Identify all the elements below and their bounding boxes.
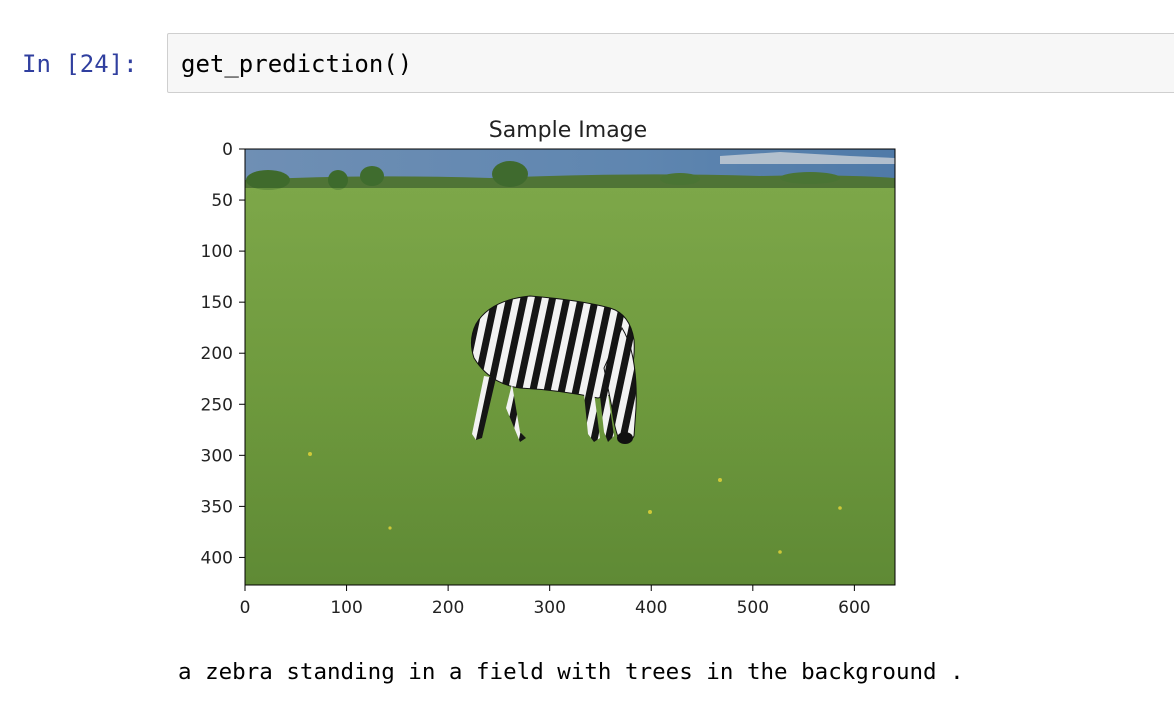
y-axis: 0 50 100 150 200 250 300 350 400 (201, 140, 245, 568)
x-tick-label: 100 (330, 598, 362, 618)
sample-image (245, 149, 895, 585)
plot-svg: Sample Image (201, 118, 896, 618)
x-axis: 0 100 200 300 400 500 600 (240, 585, 871, 618)
figure-title: Sample Image (489, 118, 647, 143)
code-input-cell[interactable]: get_prediction() (167, 33, 1174, 93)
plot-frame (244, 148, 896, 586)
x-tick-label: 200 (432, 598, 464, 618)
x-tick-label: 0 (240, 598, 251, 618)
x-tick-label: 500 (737, 598, 769, 618)
y-tick-label: 350 (201, 497, 233, 517)
x-tick-label: 300 (533, 598, 565, 618)
y-tick-label: 150 (201, 293, 233, 313)
input-prompt: In [24]: (22, 50, 138, 78)
x-tick-label: 600 (838, 598, 870, 618)
y-tick-label: 250 (201, 395, 233, 415)
x-tick-label: 400 (635, 598, 667, 618)
y-tick-label: 200 (201, 344, 233, 364)
y-tick-label: 100 (201, 242, 233, 262)
y-tick-label: 400 (201, 548, 233, 568)
y-tick-label: 0 (222, 140, 233, 160)
zebra (470, 295, 637, 444)
y-tick-label: 300 (201, 446, 233, 466)
y-tick-label: 50 (211, 191, 233, 211)
prediction-caption: a zebra standing in a field with trees i… (178, 659, 964, 685)
output-figure: Sample Image (160, 108, 920, 628)
code-text[interactable]: get_prediction() (181, 50, 413, 78)
